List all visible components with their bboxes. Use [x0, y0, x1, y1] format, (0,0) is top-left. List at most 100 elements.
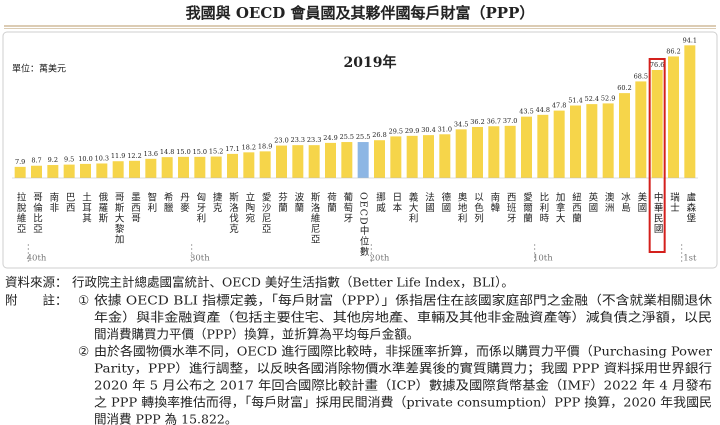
bar	[210, 156, 222, 178]
x-tick-label: 義大利	[407, 191, 419, 223]
bar	[357, 142, 369, 178]
note-line: 2020 年 5 月公布之 2017 年回合國際比較計畫（ICP）數據及國際貨幣…	[94, 378, 712, 393]
value-label: 94.1	[683, 36, 697, 44]
bar	[521, 116, 532, 178]
note-marker: ②	[78, 344, 89, 359]
value-label: 7.9	[15, 158, 25, 166]
value-label: 86.2	[666, 47, 680, 55]
value-label: 29.5	[389, 127, 403, 135]
bar	[161, 157, 173, 178]
bar	[553, 110, 565, 178]
bar	[570, 105, 581, 178]
value-label: 14.8	[160, 148, 174, 156]
bar	[112, 161, 124, 178]
bar	[586, 104, 598, 178]
value-label: 15.0	[176, 148, 190, 156]
x-tick-label: 立陶宛	[243, 191, 255, 223]
highlight-box	[648, 57, 666, 253]
bar	[276, 145, 287, 178]
bar	[63, 164, 75, 178]
value-label: 10.3	[95, 154, 109, 162]
value-label: 25.5	[356, 133, 370, 141]
value-label: 60.2	[617, 84, 631, 92]
value-label: 52.4	[585, 95, 599, 103]
notes-label: 附 註：	[5, 293, 68, 308]
bar	[129, 160, 140, 178]
source-label: 資料來源：	[5, 275, 68, 290]
bar	[259, 151, 271, 178]
note-line: Parity，PPP）進行調整，以反映各國消除物價水準差異後的實質購買力；我國 …	[94, 361, 712, 376]
bar	[292, 145, 304, 178]
value-label: 15.0	[193, 148, 207, 156]
value-label: 15.2	[209, 148, 223, 156]
x-tick-label: 匈牙利	[194, 191, 206, 223]
value-label: 23.0	[274, 137, 288, 145]
bar	[635, 81, 647, 178]
bar	[308, 145, 320, 178]
x-tick-label: 奧地利	[456, 191, 468, 223]
bar	[145, 158, 157, 178]
x-tick-label: 澳洲	[603, 191, 615, 213]
x-tick-label: 墨西哥	[129, 192, 141, 224]
x-tick-label: 捷克	[211, 191, 223, 213]
x-tick-label: 法國	[423, 191, 435, 213]
value-label: 76.6	[650, 61, 664, 69]
rank-label: 30th	[190, 254, 210, 264]
x-tick-label: 西班牙	[505, 192, 517, 224]
value-label: 37.0	[503, 117, 517, 125]
note-line: 之 PPP 轉換率推估而得，「每戶財富」採用民間消費（private consu…	[94, 395, 712, 410]
x-tick-label: 比利時	[537, 191, 549, 223]
x-tick-label: 波蘭	[292, 191, 304, 213]
bar	[668, 56, 679, 178]
x-tick-label: 土耳其	[80, 191, 92, 223]
subtitle: 2019年	[344, 54, 397, 71]
bar	[619, 93, 630, 178]
bar	[488, 126, 500, 178]
x-tick-label: 愛爾蘭	[521, 191, 533, 223]
x-tick-label: 愛沙尼亞	[260, 191, 272, 234]
value-label: 44.8	[536, 106, 550, 114]
unit-label: 單位：萬美元	[12, 63, 66, 75]
value-label: 13.6	[144, 150, 158, 158]
bar	[341, 142, 353, 178]
value-label: 31.0	[438, 125, 452, 133]
value-label: 34.5	[454, 120, 468, 128]
x-tick-label: 南韓	[488, 191, 500, 213]
x-tick-label: 瑞士	[668, 191, 680, 213]
bar	[325, 142, 336, 178]
bar	[47, 165, 59, 178]
value-label: 29.9	[405, 127, 419, 135]
x-tick-label: 荷蘭	[325, 192, 337, 213]
bar	[390, 136, 402, 178]
x-tick-label: 冰島	[619, 191, 631, 213]
rank-label: 20th	[370, 254, 390, 264]
value-label: 9.2	[48, 156, 58, 164]
bar	[472, 126, 483, 178]
bar	[194, 156, 206, 178]
value-label: 25.5	[340, 133, 354, 141]
x-tick-label: 德國	[439, 191, 451, 213]
value-label: 51.4	[568, 97, 582, 105]
x-tick-label: 加拿大	[554, 192, 566, 224]
x-tick-label: 哥倫比亞	[31, 192, 43, 234]
x-tick-label: 俄羅斯	[96, 191, 108, 223]
bar	[406, 135, 418, 178]
value-label: 36.7	[487, 117, 501, 125]
bar	[684, 45, 696, 178]
x-tick-label: 斯洛維尼亞	[309, 191, 321, 244]
value-label: 9.5	[64, 156, 74, 164]
x-tick-label: 紐西蘭	[570, 191, 582, 223]
x-tick-label: 挪威	[374, 191, 386, 213]
x-tick-label: 哥斯大黎加	[113, 192, 125, 245]
bar	[31, 165, 42, 178]
x-tick-label: 智利	[145, 191, 157, 213]
bar	[243, 152, 255, 178]
x-tick-label: 英國	[586, 191, 598, 213]
value-label: 17.1	[225, 145, 239, 153]
value-label: 26.8	[372, 131, 386, 139]
value-label: 47.8	[552, 102, 566, 110]
x-tick-label: 美國	[635, 191, 647, 213]
rank-label: 40th	[27, 254, 47, 264]
value-label: 18.9	[258, 142, 272, 150]
